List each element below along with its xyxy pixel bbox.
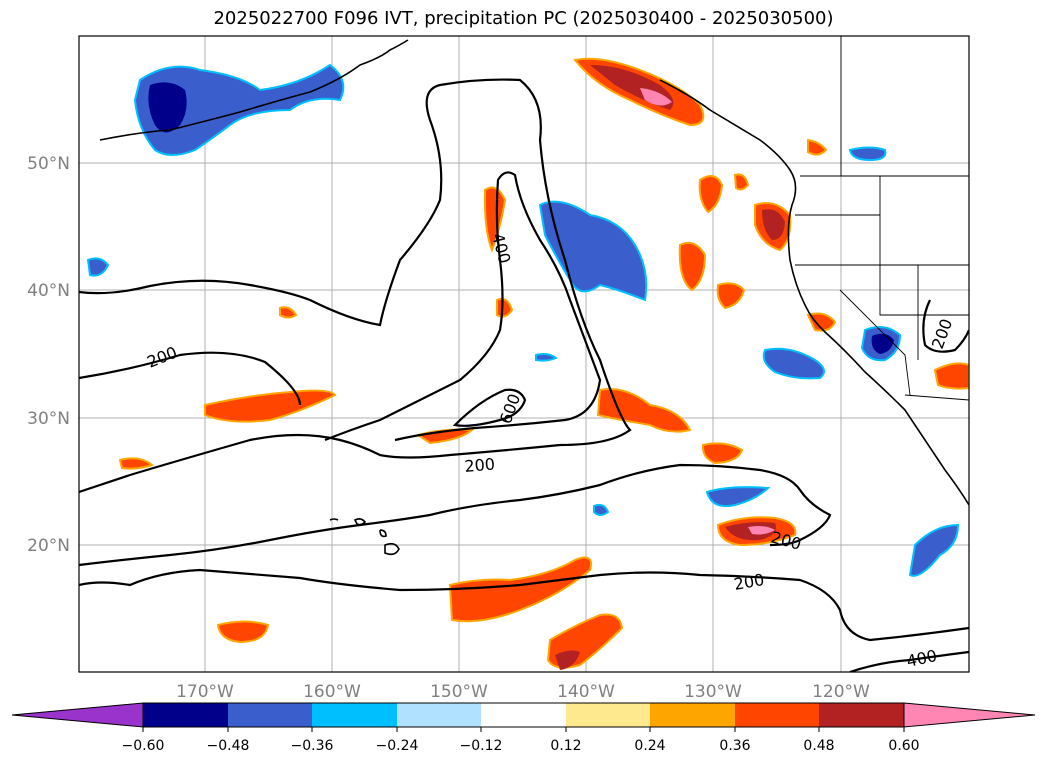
alaska-coast xyxy=(99,39,409,141)
south-patch-3 xyxy=(216,620,270,644)
ivt-200-southern xyxy=(79,568,969,642)
lon-label-140w: 140°W xyxy=(557,682,615,702)
mexico-border xyxy=(904,394,969,401)
colorbar-swatch-2 xyxy=(228,703,312,727)
small-blue-1 xyxy=(86,257,110,277)
cb-tick-label-10: 0.60 xyxy=(888,738,919,754)
central-patch-1 xyxy=(698,175,724,214)
colorbar xyxy=(11,702,1036,728)
cb-tick-label-3: −0.36 xyxy=(291,738,334,754)
socal-coast-patch xyxy=(933,362,969,390)
socal-blue-patch xyxy=(762,347,825,380)
colorbar-min-extend xyxy=(11,702,144,728)
colorbar-tick-labels: −0.60 −0.48 −0.36 −0.24 −0.12 0.12 0.24 … xyxy=(122,738,920,754)
gyre-patch-2 xyxy=(596,388,692,433)
south-patch-2-dark xyxy=(555,650,580,670)
borders xyxy=(795,36,969,401)
subtropic-blue-patch xyxy=(705,486,771,508)
colorbar-swatch-7 xyxy=(650,703,735,727)
colorbar-swatch-1 xyxy=(143,703,228,727)
lat-label-30n: 30°N xyxy=(27,409,70,429)
lon-label-120w: 120°W xyxy=(812,682,870,702)
cb-tick-label-7: 0.24 xyxy=(634,738,665,754)
small-red-1 xyxy=(279,306,298,319)
sf-patch xyxy=(806,312,837,332)
nw-coast xyxy=(659,79,969,506)
alaska-blue-patch xyxy=(133,63,345,156)
bc-blue-patch xyxy=(848,146,887,162)
colorbar-max-extend xyxy=(903,702,1036,728)
mexico-blue-patch xyxy=(908,523,960,577)
colorbar-swatch-5 xyxy=(481,703,566,727)
cb-tick-label-4: −0.24 xyxy=(376,738,419,754)
colorbar-frame xyxy=(142,702,905,728)
colorbar-swatch-4 xyxy=(397,703,481,727)
central-patch-2 xyxy=(678,242,707,292)
lon-label-150w: 150°W xyxy=(430,682,488,702)
ivt-200-north xyxy=(79,78,632,494)
ivt-400-southeast xyxy=(849,650,969,672)
colorbar-swatch-6 xyxy=(566,703,650,727)
small-red-4 xyxy=(733,173,750,191)
lat-label-50n: 50°N xyxy=(27,154,70,174)
alaska-dark-core xyxy=(148,82,187,133)
hawaii-east-pink xyxy=(748,526,775,535)
latitude-labels: 50°N 40°N 30°N 20°N xyxy=(27,154,70,556)
state-border-4 xyxy=(839,289,911,396)
negative-anomaly-patches xyxy=(86,63,960,577)
map-frame xyxy=(78,35,970,673)
lon-label-130w: 130°W xyxy=(684,682,742,702)
south-patch-1 xyxy=(448,556,592,623)
cb-tick-label-9: 0.48 xyxy=(803,738,834,754)
pnw-pink-core xyxy=(640,88,672,106)
state-border-5 xyxy=(917,265,969,316)
ivt-200-south xyxy=(79,463,832,567)
colorbar-swatch-9 xyxy=(819,703,904,727)
ivt-200-west xyxy=(79,351,302,406)
cb-tick-label-5: −0.12 xyxy=(460,738,503,754)
ivt-200-east xyxy=(922,299,969,353)
map-title: 2025022700 F096 IVT, precipitation PC (2… xyxy=(213,8,834,29)
sub-patch-1 xyxy=(701,442,744,465)
state-border-3 xyxy=(795,264,919,360)
oregon-dark-core xyxy=(762,209,785,240)
lat-label-40n: 40°N xyxy=(27,281,70,301)
longitude-labels: 170°W 160°W 150°W 140°W 130°W 120°W xyxy=(176,682,870,702)
cb-tick-label-2: −0.48 xyxy=(207,738,250,754)
ivt-600-inner xyxy=(452,388,527,427)
gyre-patch-1 xyxy=(483,186,507,253)
ivt-contours xyxy=(79,78,969,672)
west-patch-1 xyxy=(204,389,337,423)
small-red-3 xyxy=(807,138,828,156)
south-patch-4 xyxy=(118,457,154,470)
cb-tick-label-8: 0.36 xyxy=(719,738,750,754)
central-patch-3 xyxy=(716,282,746,310)
coastlines xyxy=(99,39,969,556)
cb-tick-label-1: −0.60 xyxy=(122,738,165,754)
lon-label-160w: 160°W xyxy=(303,682,361,702)
positive-anomaly-patches xyxy=(118,57,969,670)
colorbar-ticks xyxy=(142,727,905,732)
small-blue-3 xyxy=(593,503,610,516)
small-blue-2 xyxy=(535,353,559,362)
colorbar-swatch-3 xyxy=(312,703,397,727)
lon-label-170w: 170°W xyxy=(176,682,234,702)
colorbar-swatch-8 xyxy=(735,703,819,727)
contour-label-200-central: 200 xyxy=(464,454,496,476)
cb-tick-label-6: 0.12 xyxy=(550,738,581,754)
lat-label-20n: 20°N xyxy=(27,536,70,556)
hawaii-islands xyxy=(329,518,400,556)
ivt-400-middle xyxy=(324,171,602,442)
